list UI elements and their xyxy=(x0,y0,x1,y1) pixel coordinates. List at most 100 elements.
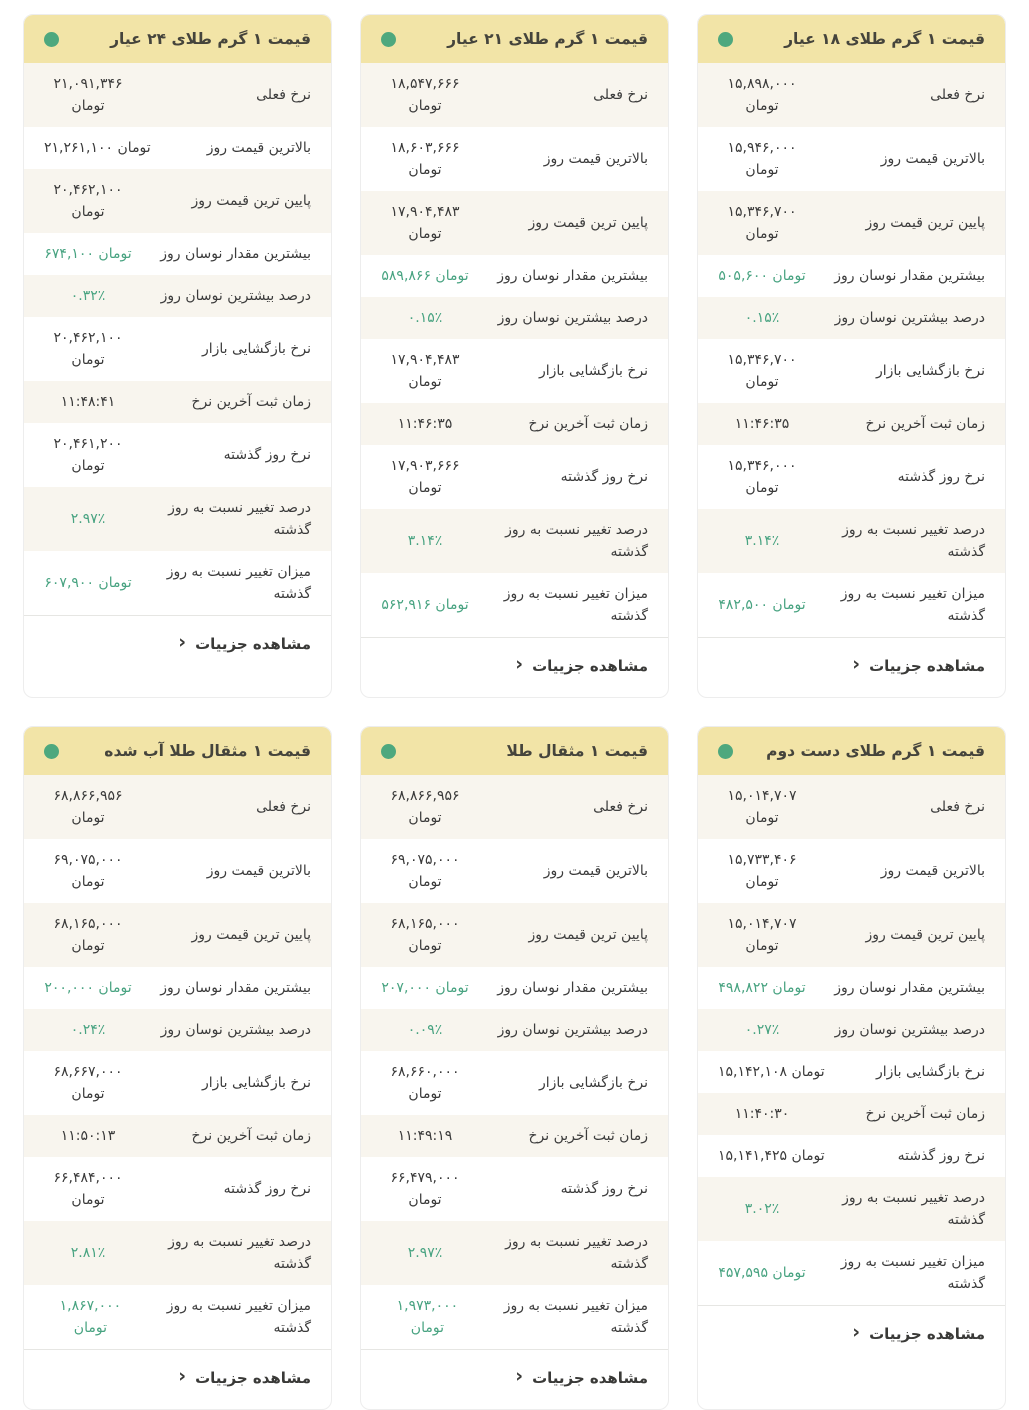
price-row: درصد بیشترین نوسان روز ۰.۲۴٪ xyxy=(24,1009,331,1051)
price-row: زمان ثبت آخرین نرخ ۱۱:۵۰:۱۳ xyxy=(24,1115,331,1157)
price-row: درصد بیشترین نوسان روز ۰.۱۵٪ xyxy=(361,297,668,339)
row-value: ۰.۳۲٪ xyxy=(70,288,106,304)
row-label: زمان ثبت آخرین نرخ xyxy=(865,416,985,432)
row-value: ۱۵,۷۳۳,۴۰۶ تومان xyxy=(727,852,797,890)
row-value: ۱,۸۶۷,۰۰۰ تومان xyxy=(59,1298,122,1336)
chevron-left-icon: ‹ xyxy=(178,631,187,653)
row-value: ۰.۲۷٪ xyxy=(744,1022,780,1038)
price-row: نرخ روز گذشته ۱۵,۳۴۶,۰۰۰ تومان xyxy=(698,445,1005,509)
row-label: درصد بیشترین نوسان روز xyxy=(160,1022,311,1038)
row-value: ۶۸,۱۶۵,۰۰۰ تومان xyxy=(53,916,123,954)
chevron-left-icon: ‹ xyxy=(515,1365,524,1387)
row-value: ۲۰,۴۶۱,۲۰۰ تومان xyxy=(53,436,123,474)
price-row: نرخ بازگشایی بازار ۶۸,۶۶۷,۰۰۰ تومان xyxy=(24,1051,331,1115)
details-link[interactable]: مشاهده جزییات ‹ xyxy=(698,637,1005,697)
price-row: نرخ روز گذشته ۶۶,۴۸۴,۰۰۰ تومان xyxy=(24,1157,331,1221)
price-row: نرخ روز گذشته ۲۰,۴۶۱,۲۰۰ تومان xyxy=(24,423,331,487)
price-row: نرخ فعلی ۱۸,۵۴۷,۶۶۶ تومان xyxy=(361,63,668,127)
details-link[interactable]: مشاهده جزییات ‹ xyxy=(361,1349,668,1409)
row-value: ۱۷,۹۰۴,۴۸۳ تومان xyxy=(390,352,460,390)
row-label: نرخ بازگشایی بازار xyxy=(538,1075,648,1091)
row-value: ۱۱:۴۶:۳۵ xyxy=(397,416,453,432)
price-row: بالاترین قیمت روز ۱۵,۷۳۳,۴۰۶ تومان xyxy=(698,839,1005,903)
row-label: میزان تغییر نسبت به روز گذشته xyxy=(840,1254,985,1292)
price-row: پایین ترین قیمت روز ۲۰,۴۶۲,۱۰۰ تومان xyxy=(24,169,331,233)
price-row: نرخ بازگشایی بازار ۶۸,۶۶۰,۰۰۰ تومان xyxy=(361,1051,668,1115)
price-row: میزان تغییر نسبت به روز گذشته ۱,۹۷۳,۰۰۰ ت… xyxy=(361,1285,668,1349)
details-link[interactable]: مشاهده جزییات ‹ xyxy=(24,615,331,675)
chevron-left-icon: ‹ xyxy=(852,1321,861,1343)
row-value: ۱۵,۱۴۱,۴۲۵ تومان xyxy=(718,1148,825,1164)
details-link[interactable]: مشاهده جزییات ‹ xyxy=(698,1305,1005,1365)
row-label: درصد بیشترین نوسان روز xyxy=(834,1022,985,1038)
row-label: نرخ بازگشایی بازار xyxy=(875,363,985,379)
row-label: پایین ترین قیمت روز xyxy=(191,193,311,209)
price-row: نرخ بازگشایی بازار ۱۷,۹۰۴,۴۸۳ تومان xyxy=(361,339,668,403)
row-label: نرخ فعلی xyxy=(930,87,985,103)
row-label: پایین ترین قیمت روز xyxy=(528,215,648,231)
price-row: پایین ترین قیمت روز ۱۵,۳۴۶,۷۰۰ تومان xyxy=(698,191,1005,255)
row-value: ۰.۰۹٪ xyxy=(407,1022,443,1038)
price-row: بالاترین قیمت روز ۱۸,۶۰۳,۶۶۶ تومان xyxy=(361,127,668,191)
price-row: نرخ بازگشایی بازار ۱۵,۱۴۲,۱۰۸ تومان xyxy=(698,1051,1005,1093)
price-row: درصد تغییر نسبت به روز گذشته ۲.۸۱٪ xyxy=(24,1221,331,1285)
row-value: ۶۷۴,۱۰۰ تومان xyxy=(44,246,132,262)
card-header: قیمت ۱ مثقال طلا xyxy=(361,727,668,775)
row-label: درصد بیشترین نوسان روز xyxy=(160,288,311,304)
price-row: میزان تغییر نسبت به روز گذشته ۴۸۲,۵۰۰ توم… xyxy=(698,573,1005,637)
row-value: ۱۵,۰۱۴,۷۰۷ تومان xyxy=(727,916,797,954)
row-label: نرخ فعلی xyxy=(930,799,985,815)
row-value: ۳.۱۴٪ xyxy=(407,533,443,549)
details-link[interactable]: مشاهده جزییات ‹ xyxy=(361,637,668,697)
row-label: پایین ترین قیمت روز xyxy=(865,927,985,943)
row-label: زمان ثبت آخرین نرخ xyxy=(191,1128,311,1144)
price-row: بیشترین مقدار نوسان روز ۲۰۰,۰۰۰ تومان xyxy=(24,967,331,1009)
row-value: ۶۰۷,۹۰۰ تومان xyxy=(44,575,132,591)
status-dot-icon xyxy=(381,743,396,759)
price-row: درصد تغییر نسبت به روز گذشته ۲.۹۷٪ xyxy=(361,1221,668,1285)
row-label: نرخ روز گذشته xyxy=(223,1181,311,1197)
row-value: ۲۰۰,۰۰۰ تومان xyxy=(44,980,132,996)
status-dot-icon xyxy=(718,743,733,759)
price-row: نرخ روز گذشته ۱۵,۱۴۱,۴۲۵ تومان xyxy=(698,1135,1005,1177)
row-value: ۶۹,۰۷۵,۰۰۰ تومان xyxy=(53,852,123,890)
row-label: بیشترین مقدار نوسان روز xyxy=(160,980,311,996)
price-row: نرخ فعلی ۶۸,۸۶۶,۹۵۶ تومان xyxy=(24,775,331,839)
card-header: قیمت ۱ مثقال طلا آب شده xyxy=(24,727,331,775)
row-label: بالاترین قیمت روز xyxy=(206,140,311,156)
price-row: نرخ بازگشایی بازار ۲۰,۴۶۲,۱۰۰ تومان xyxy=(24,317,331,381)
price-card: قیمت ۱ گرم طلای دست دوم نرخ فعلی ۱۵,۰۱۴,۷۰… xyxy=(697,726,1006,1410)
row-label: نرخ فعلی xyxy=(593,799,648,815)
price-row: پایین ترین قیمت روز ۶۸,۱۶۵,۰۰۰ تومان xyxy=(361,903,668,967)
row-label: زمان ثبت آخرین نرخ xyxy=(191,394,311,410)
chevron-left-icon: ‹ xyxy=(852,653,861,675)
price-card: قیمت ۱ گرم طلای ۱۸ عیار نرخ فعلی ۱۵,۸۹۸,۰۰… xyxy=(697,14,1006,698)
row-label: درصد بیشترین نوسان روز xyxy=(497,1022,648,1038)
price-row: درصد تغییر نسبت به روز گذشته ۳.۱۴٪ xyxy=(361,509,668,573)
price-row: بیشترین مقدار نوسان روز ۵۰۵,۶۰۰ تومان xyxy=(698,255,1005,297)
row-label: پایین ترین قیمت روز xyxy=(191,927,311,943)
details-link[interactable]: مشاهده جزییات ‹ xyxy=(24,1349,331,1409)
card-title: قیمت ۱ مثقال طلا آب شده xyxy=(104,742,311,760)
price-row: نرخ روز گذشته ۱۷,۹۰۳,۶۶۶ تومان xyxy=(361,445,668,509)
row-label: بیشترین مقدار نوسان روز xyxy=(497,980,648,996)
row-label: نرخ بازگشایی بازار xyxy=(875,1064,985,1080)
row-value: ۱۸,۵۴۷,۶۶۶ تومان xyxy=(390,76,460,114)
card-header: قیمت ۱ گرم طلای دست دوم xyxy=(698,727,1005,775)
row-label: درصد تغییر نسبت به روز گذشته xyxy=(842,522,985,560)
row-value: ۵۶۲,۹۱۶ تومان xyxy=(381,597,469,613)
price-row: نرخ فعلی ۱۵,۰۱۴,۷۰۷ تومان xyxy=(698,775,1005,839)
price-row: نرخ فعلی ۱۵,۸۹۸,۰۰۰ تومان xyxy=(698,63,1005,127)
row-label: بالاترین قیمت روز xyxy=(206,863,311,879)
details-link-label: مشاهده جزییات xyxy=(869,656,985,675)
row-label: درصد بیشترین نوسان روز xyxy=(497,310,648,326)
row-value: ۲۱,۰۹۱,۳۴۶ تومان xyxy=(53,76,123,114)
row-label: بیشترین مقدار نوسان روز xyxy=(160,246,311,262)
row-label: بالاترین قیمت روز xyxy=(543,863,648,879)
row-label: بیشترین مقدار نوسان روز xyxy=(497,268,648,284)
price-card: قیمت ۱ مثقال طلا نرخ فعلی ۶۸,۸۶۶,۹۵۶ تومان… xyxy=(360,726,669,1410)
price-card: قیمت ۱ گرم طلای ۲۱ عیار نرخ فعلی ۱۸,۵۴۷,۶۶… xyxy=(360,14,669,698)
card-header: قیمت ۱ گرم طلای ۲۴ عیار xyxy=(24,15,331,63)
row-label: میزان تغییر نسبت به روز گذشته xyxy=(503,1298,648,1336)
row-value: ۴۹۸,۸۲۲ تومان xyxy=(718,980,806,996)
